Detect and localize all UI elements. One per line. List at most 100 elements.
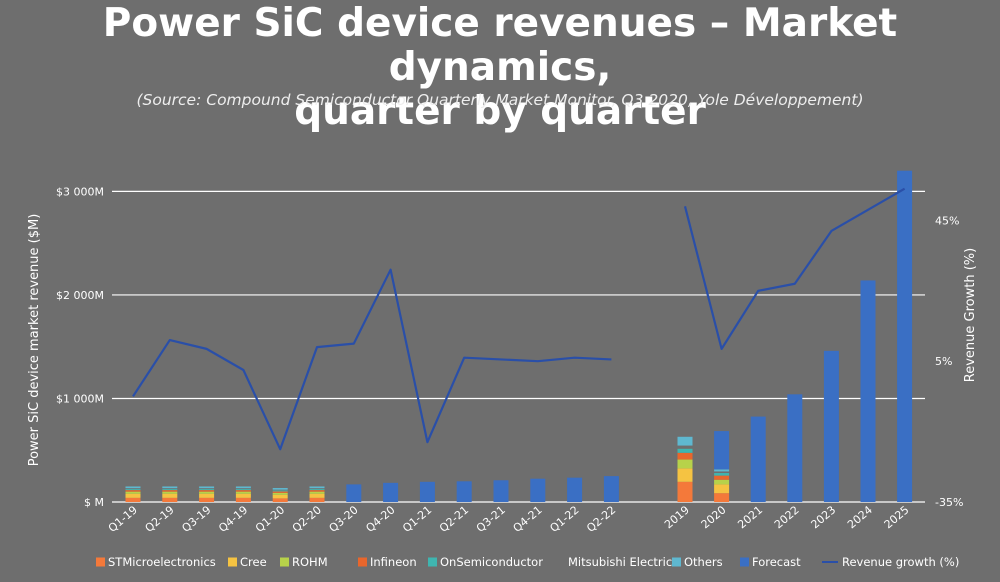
bar-mitsubishi-electric-q3-19	[199, 488, 215, 490]
y-tick-label-2: $2 000M	[56, 289, 104, 302]
bar-forecast-2020	[714, 431, 730, 470]
bar-forecast-2022	[787, 394, 803, 502]
x-tick-label-q1-22: Q1-22	[547, 503, 581, 535]
bar-mitsubishi-electric-q4-19	[235, 488, 251, 490]
bar-cree-q3-19	[199, 493, 215, 498]
bar-others-q3-19	[199, 486, 215, 489]
bar-others-q1-19	[125, 486, 141, 489]
x-tick-label-2022: 2022	[772, 503, 802, 531]
bar-onsemiconductor-q3-19	[199, 489, 215, 491]
chart-title: Power SiC device revenues – Market dynam…	[0, 2, 1000, 134]
x-tick-label-2021: 2021	[735, 503, 765, 531]
y-tick-label-0: $ M	[84, 496, 104, 509]
bar-forecast-2025	[897, 170, 913, 503]
bar-others-2019	[677, 436, 693, 446]
bar-forecast-q4-20	[383, 482, 399, 502]
y2-axis-ticks: -35% 5% 45%	[935, 214, 963, 509]
bar-stmicroelectronics-q2-20	[309, 497, 325, 502]
bar-forecast-q1-21	[419, 481, 435, 502]
legend-label-2: ROHM	[292, 555, 328, 569]
bar-rohm-q2-19	[162, 491, 178, 494]
legend-label-1: Cree	[240, 555, 267, 569]
bar-rohm-2019	[677, 459, 693, 469]
y-tick-label-1: $1 000M	[56, 392, 104, 405]
chart-title-line-1: Power SiC device revenues – Market dynam…	[102, 1, 898, 90]
bar-rohm-q3-19	[199, 491, 215, 494]
bar-forecast-2021	[750, 416, 766, 502]
bar-others-q4-19	[235, 486, 251, 489]
y-axis-ticks: $ M $1 000M $2 000M $3 000M	[56, 185, 104, 509]
bar-stmicroelectronics-2019	[677, 481, 693, 502]
bar-mitsubishi-electric-2019	[677, 445, 693, 449]
bars	[125, 170, 913, 503]
chart-source: (Source: Compound Semiconductor Quarterl…	[136, 91, 864, 109]
bar-infineon-q4-19	[235, 490, 251, 492]
legend-label-6: Others	[684, 555, 723, 569]
y2-tick-label-0: -35%	[935, 496, 963, 509]
bar-rohm-2020	[714, 479, 730, 485]
legend-label-5: Mitsubishi Electric	[568, 555, 672, 569]
bar-forecast-q2-22	[603, 476, 619, 502]
y2-axis-label: Revenue Growth (%)	[963, 248, 978, 382]
bar-stmicroelectronics-q1-20	[272, 498, 288, 502]
x-tick-label-q3-20: Q3-20	[327, 503, 361, 535]
bar-cree-q2-20	[309, 493, 325, 498]
x-tick-label-2024: 2024	[845, 503, 875, 531]
x-tick-label-q2-22: Q2-22	[584, 503, 618, 535]
bar-stmicroelectronics-q3-19	[199, 497, 215, 502]
x-tick-label-q4-19: Q4-19	[216, 503, 250, 535]
bar-cree-q4-19	[235, 493, 251, 498]
legend-label-8: Revenue growth (%)	[842, 555, 959, 569]
x-tick-label-q1-19: Q1-19	[106, 503, 140, 535]
legend-swatch-6	[672, 557, 681, 567]
bar-cree-q1-20	[272, 494, 288, 499]
legend-swatch-4	[428, 557, 437, 567]
legend-swatch-5	[556, 557, 565, 567]
bar-stmicroelectronics-q1-19	[125, 497, 141, 502]
chart-title-line-2: quarter by quarter	[294, 89, 706, 134]
bar-cree-q1-19	[125, 493, 141, 498]
bar-forecast-2024	[860, 280, 876, 502]
x-tick-label-2025: 2025	[882, 503, 912, 531]
x-tick-label-2023: 2023	[809, 503, 839, 531]
bar-stmicroelectronics-q2-19	[162, 497, 178, 502]
x-tick-label-q4-20: Q4-20	[363, 503, 397, 535]
legend-swatch-1	[228, 557, 237, 567]
x-tick-label-q3-19: Q3-19	[179, 503, 213, 535]
legend-label-7: Forecast	[752, 555, 801, 569]
legend-swatch-2	[280, 557, 289, 567]
bar-mitsubishi-electric-q1-19	[125, 488, 141, 490]
x-tick-label-q4-21: Q4-21	[511, 503, 545, 535]
bar-onsemiconductor-2020	[714, 473, 730, 476]
bar-others-q2-19	[162, 486, 178, 489]
bar-mitsubishi-electric-q2-19	[162, 488, 178, 490]
bar-forecast-q4-21	[530, 478, 546, 502]
bar-onsemiconductor-q2-19	[162, 489, 178, 491]
bar-infineon-2020	[714, 475, 730, 480]
bar-mitsubishi-electric-q2-20	[309, 488, 325, 490]
x-tick-label-q1-21: Q1-21	[400, 503, 434, 535]
x-tick-label-q2-21: Q2-21	[437, 503, 471, 535]
bar-others-q1-20	[272, 488, 288, 490]
legend-label-4: OnSemiconductor	[440, 555, 543, 569]
bar-mitsubishi-electric-q1-20	[272, 489, 288, 491]
legend-swatch-0	[96, 557, 105, 567]
bar-others-q2-20	[309, 486, 325, 489]
x-tick-label-q2-20: Q2-20	[290, 503, 324, 535]
bar-infineon-q2-19	[162, 490, 178, 492]
bar-rohm-q4-19	[235, 491, 251, 494]
bar-forecast-q3-20	[346, 484, 362, 502]
bar-infineon-q3-19	[199, 490, 215, 492]
x-tick-label-2019: 2019	[662, 503, 692, 531]
bar-rohm-q2-20	[309, 491, 325, 494]
bar-onsemiconductor-q1-19	[125, 489, 141, 491]
bar-onsemiconductor-q1-20	[272, 490, 288, 492]
growth-line-segment-1	[132, 268, 612, 451]
x-tick-label-q1-20: Q1-20	[253, 503, 287, 535]
bar-cree-2020	[714, 484, 730, 494]
legend-swatch-3	[358, 557, 367, 567]
bar-infineon-q1-20	[272, 491, 288, 493]
bar-forecast-q2-21	[456, 481, 472, 502]
gridlines	[112, 190, 925, 503]
